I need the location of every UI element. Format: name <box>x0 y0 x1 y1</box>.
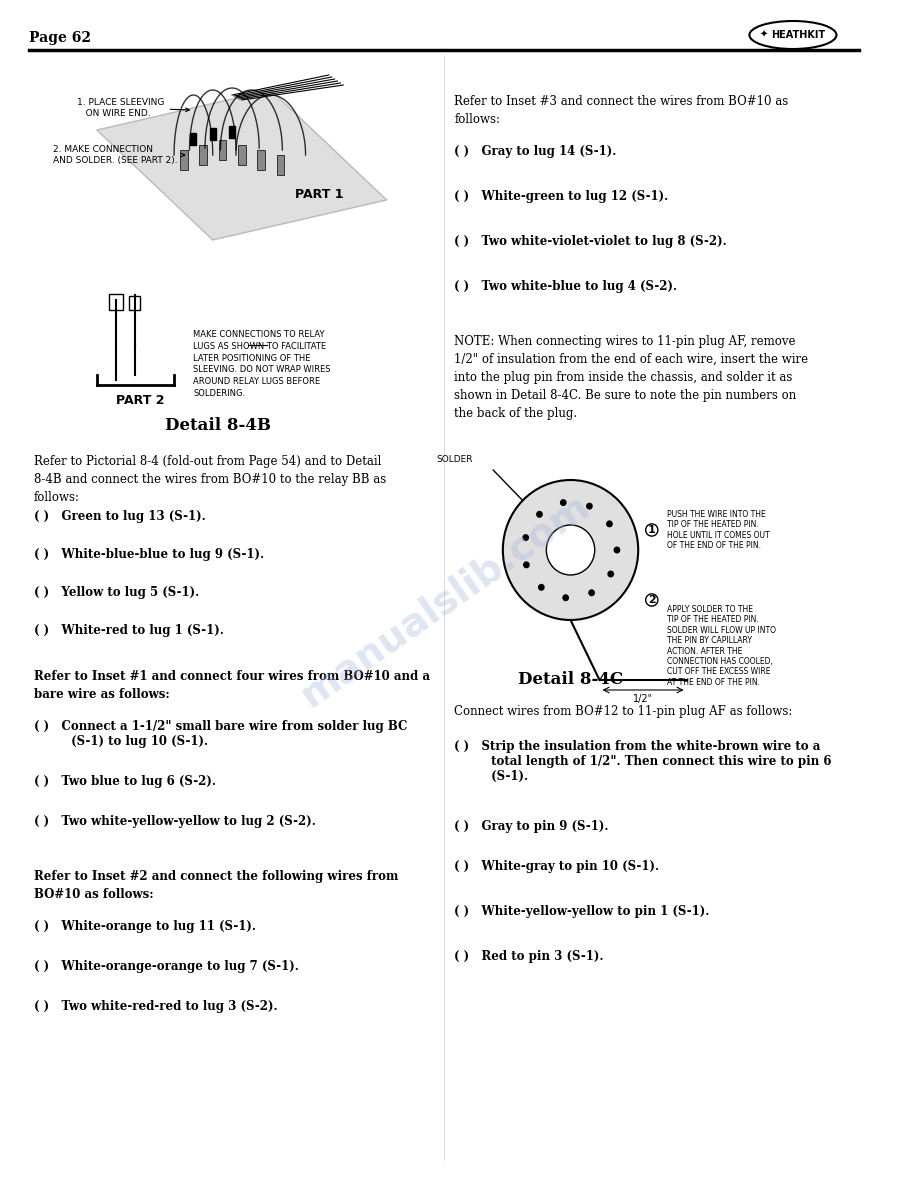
Text: SOLDER: SOLDER <box>436 455 473 465</box>
Text: Detail 8-4C: Detail 8-4C <box>518 671 623 689</box>
Bar <box>199 145 207 165</box>
Circle shape <box>538 583 544 590</box>
Text: 1. PLACE SLEEVING
   ON WIRE END.: 1. PLACE SLEEVING ON WIRE END. <box>77 99 189 118</box>
Text: ( )   Strip the insulation from the white-brown wire to a
         total length : ( ) Strip the insulation from the white-… <box>454 740 832 783</box>
Text: Connect wires from BO#12 to 11-pin plug AF as follows:: Connect wires from BO#12 to 11-pin plug … <box>454 704 793 718</box>
Text: Refer to Inset #3 and connect the wires from BO#10 as
follows:: Refer to Inset #3 and connect the wires … <box>454 95 789 126</box>
Circle shape <box>503 480 638 620</box>
Circle shape <box>586 503 593 510</box>
Text: Refer to Pictorial 8-4 (fold-out from Page 54) and to Detail
8-4B and connect th: Refer to Pictorial 8-4 (fold-out from Pa… <box>34 455 386 504</box>
Bar <box>276 154 285 175</box>
Text: MAKE CONNECTIONS TO RELAY
LUGS AS SHOWN TO FACILITATE
LATER POSITIONING OF THE
S: MAKE CONNECTIONS TO RELAY LUGS AS SHOWN … <box>194 330 330 398</box>
Text: ( )   Two white-yellow-yellow to lug 2 (S-2).: ( ) Two white-yellow-yellow to lug 2 (S-… <box>34 815 316 828</box>
Text: ( )   White-red to lug 1 (S-1).: ( ) White-red to lug 1 (S-1). <box>34 624 224 637</box>
Circle shape <box>563 594 569 601</box>
Circle shape <box>606 520 613 527</box>
Text: ( )   Red to pin 3 (S-1).: ( ) Red to pin 3 (S-1). <box>454 950 604 963</box>
Circle shape <box>608 570 614 577</box>
Bar <box>257 150 265 170</box>
Circle shape <box>613 546 621 554</box>
Text: ✦: ✦ <box>760 30 768 40</box>
Text: ( )   White-green to lug 12 (S-1).: ( ) White-green to lug 12 (S-1). <box>454 190 668 203</box>
Circle shape <box>536 511 543 518</box>
Text: PUSH THE WIRE INTO THE
TIP OF THE HEATED PIN.
HOLE UNTIL IT COMES OUT
OF THE END: PUSH THE WIRE INTO THE TIP OF THE HEATED… <box>667 510 770 550</box>
Bar <box>191 133 196 145</box>
Text: Page 62: Page 62 <box>29 31 91 45</box>
Text: Refer to Inset #2 and connect the following wires from
BO#10 as follows:: Refer to Inset #2 and connect the follow… <box>34 870 398 901</box>
Bar <box>218 140 226 160</box>
Text: PART 2: PART 2 <box>116 393 164 406</box>
Text: Detail 8-4B: Detail 8-4B <box>164 417 271 434</box>
Bar <box>210 128 216 140</box>
Text: APPLY SOLDER TO THE
TIP OF THE HEATED PIN.
SOLDER WILL FLOW UP INTO
THE PIN BY C: APPLY SOLDER TO THE TIP OF THE HEATED PI… <box>667 605 777 687</box>
Text: ( )   Two white-blue to lug 4 (S-2).: ( ) Two white-blue to lug 4 (S-2). <box>454 280 677 293</box>
Text: ( )   White-orange to lug 11 (S-1).: ( ) White-orange to lug 11 (S-1). <box>34 920 256 933</box>
Text: 2: 2 <box>648 595 655 605</box>
Text: ( )   Green to lug 13 (S-1).: ( ) Green to lug 13 (S-1). <box>34 510 206 523</box>
Text: ( )   Two white-red-red to lug 3 (S-2).: ( ) Two white-red-red to lug 3 (S-2). <box>34 1000 277 1013</box>
Text: ( )   Connect a 1-1/2" small bare wire from solder lug BC
         (S-1) to lug : ( ) Connect a 1-1/2" small bare wire fro… <box>34 720 408 748</box>
Text: PART 1: PART 1 <box>295 189 343 202</box>
Bar <box>109 293 123 310</box>
Text: ( )   Gray to pin 9 (S-1).: ( ) Gray to pin 9 (S-1). <box>454 820 609 833</box>
Text: ( )   Two white-violet-violet to lug 8 (S-2).: ( ) Two white-violet-violet to lug 8 (S-… <box>454 235 727 248</box>
Text: ( )   White-blue-blue to lug 9 (S-1).: ( ) White-blue-blue to lug 9 (S-1). <box>34 548 264 561</box>
Text: HEATHKIT: HEATHKIT <box>771 30 825 40</box>
Circle shape <box>588 589 595 596</box>
Bar <box>129 296 140 310</box>
Circle shape <box>560 499 566 506</box>
Text: 1: 1 <box>648 525 655 535</box>
Text: manualslib.com: manualslib.com <box>293 486 597 714</box>
Text: ( )   Two blue to lug 6 (S-2).: ( ) Two blue to lug 6 (S-2). <box>34 775 216 788</box>
Text: ( )   Yellow to lug 5 (S-1).: ( ) Yellow to lug 5 (S-1). <box>34 586 199 599</box>
Circle shape <box>523 562 530 568</box>
Text: NOTE: When connecting wires to 11-pin plug AF, remove
1/2" of insulation from th: NOTE: When connecting wires to 11-pin pl… <box>454 335 809 421</box>
Text: ( )   White-yellow-yellow to pin 1 (S-1).: ( ) White-yellow-yellow to pin 1 (S-1). <box>454 905 710 918</box>
Polygon shape <box>96 90 386 240</box>
Circle shape <box>546 525 595 575</box>
Text: ( )   White-gray to pin 10 (S-1).: ( ) White-gray to pin 10 (S-1). <box>454 860 660 873</box>
Text: ( )   Gray to lug 14 (S-1).: ( ) Gray to lug 14 (S-1). <box>454 145 617 158</box>
Bar <box>230 126 235 138</box>
Circle shape <box>522 535 529 541</box>
Text: 2. MAKE CONNECTION
AND SOLDER. (SEE PART 2).: 2. MAKE CONNECTION AND SOLDER. (SEE PART… <box>53 145 185 165</box>
Text: Refer to Inset #1 and connect four wires from BO#10 and a
bare wire as follows:: Refer to Inset #1 and connect four wires… <box>34 670 430 701</box>
Text: 1/2": 1/2" <box>633 694 653 704</box>
Bar <box>180 150 187 170</box>
Bar <box>238 145 246 165</box>
Text: ( )   White-orange-orange to lug 7 (S-1).: ( ) White-orange-orange to lug 7 (S-1). <box>34 960 298 973</box>
